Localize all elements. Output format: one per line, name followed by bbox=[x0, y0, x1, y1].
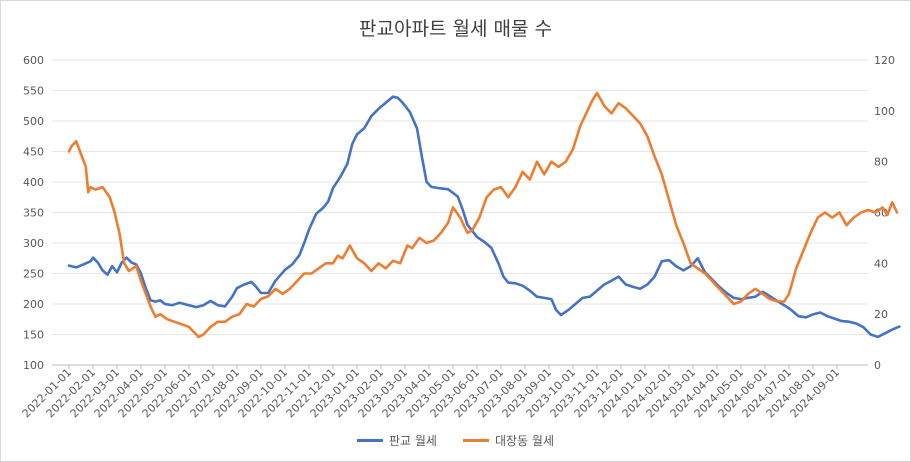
y-right-tick-label: 100 bbox=[874, 105, 895, 118]
y-left-tick-label: 300 bbox=[23, 237, 44, 250]
y-right-tick-label: 40 bbox=[874, 257, 888, 270]
y-left-tick-label: 150 bbox=[23, 329, 44, 342]
chart-title: 판교아파트 월세 매물 수 bbox=[359, 18, 552, 40]
y-left-tick-label: 100 bbox=[23, 359, 44, 372]
y-right-tick-label: 20 bbox=[874, 308, 888, 321]
legend-swatch-daejang bbox=[462, 439, 489, 442]
legend-swatch-pangyo bbox=[357, 439, 383, 442]
y-left-tick-label: 400 bbox=[23, 176, 44, 189]
y-left-tick-label: 350 bbox=[23, 207, 44, 220]
y-left-tick-label: 200 bbox=[23, 298, 44, 311]
y-right-tick-label: 120 bbox=[874, 54, 895, 67]
legend-label-pangyo: 판교 월세 bbox=[389, 434, 437, 448]
y-left-tick-label: 450 bbox=[23, 146, 44, 159]
legend-item-pangyo: 판교 월세 bbox=[357, 432, 437, 449]
legend-label-daejang: 대장동 월세 bbox=[494, 434, 554, 448]
y-left-tick-label: 600 bbox=[23, 54, 44, 67]
y-left-tick-label: 500 bbox=[23, 115, 44, 128]
series-line-pangyo bbox=[67, 95, 901, 339]
legend: 판교 월세 대장동 월세 bbox=[0, 432, 911, 449]
y-left-tick-label: 250 bbox=[23, 268, 44, 281]
y-right-tick-label: 0 bbox=[874, 359, 881, 372]
y-left-tick-label: 550 bbox=[23, 85, 44, 98]
y-right-tick-label: 80 bbox=[874, 156, 888, 169]
legend-item-daejang: 대장동 월세 bbox=[462, 432, 554, 449]
series-line-daejang bbox=[67, 91, 899, 339]
